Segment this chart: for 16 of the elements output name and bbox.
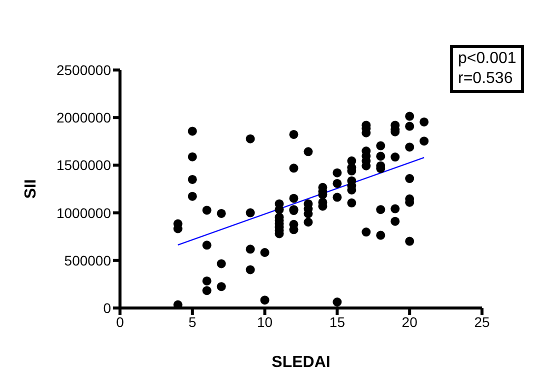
annotation: r=0.536 — [458, 69, 514, 89]
y-tick-label: 0 — [103, 300, 112, 316]
y-tick-label: 1000000 — [56, 204, 112, 221]
y-tick-label: 500000 — [64, 252, 112, 268]
x-tick-label: 10 — [257, 314, 273, 330]
text: p<0.001 — [458, 49, 516, 69]
x-axis-title: SLEDAI — [272, 354, 330, 371]
y-tick-label: 2500000 — [56, 62, 112, 78]
x-tick-label: 0 — [116, 314, 124, 330]
y-tick-label: 1500000 — [56, 157, 112, 174]
x-tick-label: 20 — [402, 314, 418, 330]
y-axis-title: SII — [22, 179, 40, 199]
x-tick-label: 25 — [474, 314, 490, 330]
x-tick-label: 5 — [188, 314, 196, 330]
y-tick-label: 2000000 — [56, 110, 112, 126]
x-tick-label: 15 — [329, 314, 346, 330]
